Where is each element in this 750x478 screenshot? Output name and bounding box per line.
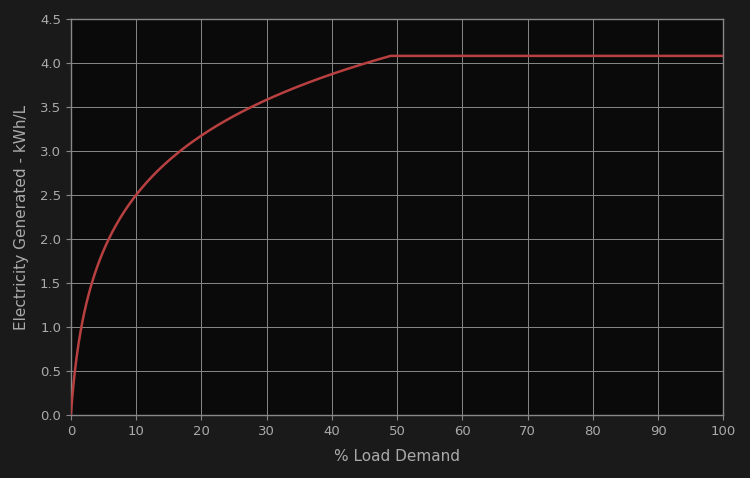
X-axis label: % Load Demand: % Load Demand xyxy=(334,449,460,464)
Y-axis label: Electricity Generated - kWh/L: Electricity Generated - kWh/L xyxy=(14,105,29,330)
